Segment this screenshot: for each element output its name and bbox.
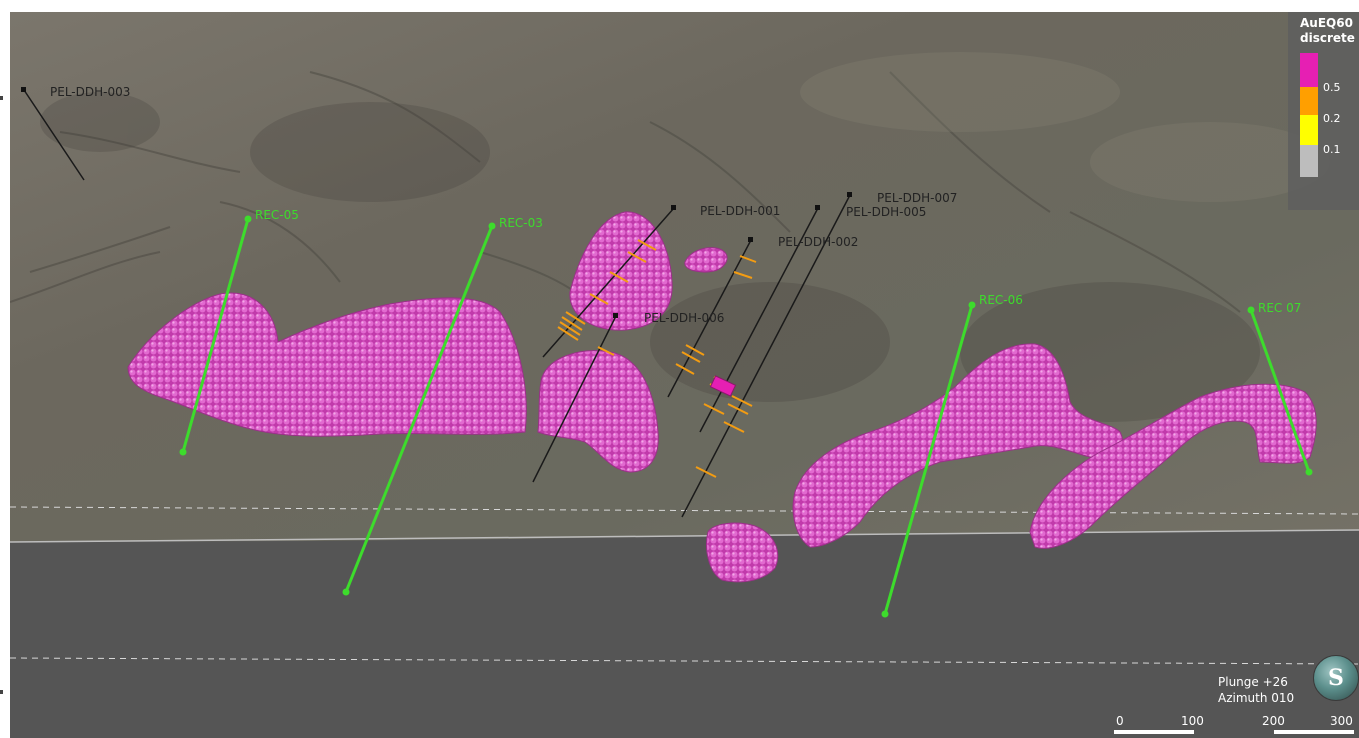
drillhole-label-ddh-001: PEL-DDH-001 xyxy=(700,204,780,218)
azimuth-readout: Azimuth 010 xyxy=(1218,691,1295,705)
left-edge-marker xyxy=(0,96,3,100)
compass-icon[interactable]: S xyxy=(1313,655,1359,701)
legend-title: AuEQ60 discrete xyxy=(1300,16,1355,46)
drillhole-trace-rec-03 xyxy=(344,225,494,593)
drillhole-label-rec-07: REC 07 xyxy=(1258,301,1301,315)
drillhole-trace-ddh-003 xyxy=(23,89,85,181)
legend-label: 0.1 xyxy=(1323,143,1341,156)
green-drillhole-ends xyxy=(179,215,1313,618)
orebody-far-east-arc xyxy=(1029,383,1317,549)
legend-title-line2: discrete xyxy=(1300,31,1355,45)
surface-edge-line xyxy=(10,529,1359,543)
orebody-small-north xyxy=(684,247,728,273)
color-legend: AuEQ60 discrete 0.5 0.2 0.1 xyxy=(1288,12,1359,210)
drillhole-trace-ddh-007 xyxy=(681,194,851,518)
drillhole-trace-rec-07 xyxy=(1249,309,1311,473)
drillhole-label-rec-06: REC-06 xyxy=(979,293,1023,307)
legend-swatch-yellow xyxy=(1300,115,1318,145)
orebody-north-central xyxy=(569,211,673,331)
scale-label: 100 xyxy=(1181,714,1204,728)
black-drillhole-collars xyxy=(21,87,852,318)
drillhole-label-ddh-006: PEL-DDH-006 xyxy=(644,311,724,325)
legend-label: 0.5 xyxy=(1323,81,1341,94)
assay-high-grade xyxy=(709,375,737,397)
left-edge-marker xyxy=(0,690,3,694)
scale-bar-segment xyxy=(1274,730,1354,734)
dashed-reference-line xyxy=(10,657,1359,665)
3d-viewport[interactable]: PEL-DDH-003 PEL-DDH-001 PEL-DDH-007 PEL-… xyxy=(10,12,1359,738)
scale-bar-segment xyxy=(1194,730,1274,734)
scale-label: 0 xyxy=(1116,714,1124,728)
scale-bar-segment xyxy=(1114,730,1194,734)
compass-letter: S xyxy=(1328,665,1344,691)
drillhole-trace-ddh-006 xyxy=(532,315,617,483)
drillhole-label-ddh-005: PEL-DDH-005 xyxy=(846,205,926,219)
orebody-west xyxy=(127,292,527,437)
drillhole-label-rec-05: REC-05 xyxy=(255,208,299,222)
drillhole-trace-rec-05 xyxy=(181,218,250,453)
legend-label: 0.2 xyxy=(1323,112,1341,125)
orebody-south-blob xyxy=(706,522,779,583)
drillhole-label-ddh-007: PEL-DDH-007 xyxy=(877,191,957,205)
legend-swatch-grey xyxy=(1300,145,1318,177)
legend-swatch-magenta xyxy=(1300,53,1318,87)
drillhole-trace-ddh-002 xyxy=(667,239,752,398)
scene-canvas[interactable]: PEL-DDH-003 PEL-DDH-001 PEL-DDH-007 PEL-… xyxy=(10,12,1359,738)
drillhole-label-rec-03: REC-03 xyxy=(499,216,543,230)
plunge-readout: Plunge +26 xyxy=(1218,675,1288,689)
dashed-reference-line xyxy=(10,506,1359,515)
scale-label: 300 xyxy=(1330,714,1353,728)
green-drillholes xyxy=(181,218,1311,615)
drillhole-trace-ddh-005 xyxy=(699,207,819,433)
scale-label: 200 xyxy=(1262,714,1285,728)
legend-swatch-orange xyxy=(1300,87,1318,115)
orebody-solids xyxy=(127,211,1317,583)
drillhole-label-ddh-002: PEL-DDH-002 xyxy=(778,235,858,249)
drillhole-label-ddh-003: PEL-DDH-003 xyxy=(50,85,130,99)
terrain-shading xyxy=(40,52,1330,422)
drillhole-trace-rec-06 xyxy=(883,304,974,615)
legend-title-line1: AuEQ60 xyxy=(1300,16,1353,30)
